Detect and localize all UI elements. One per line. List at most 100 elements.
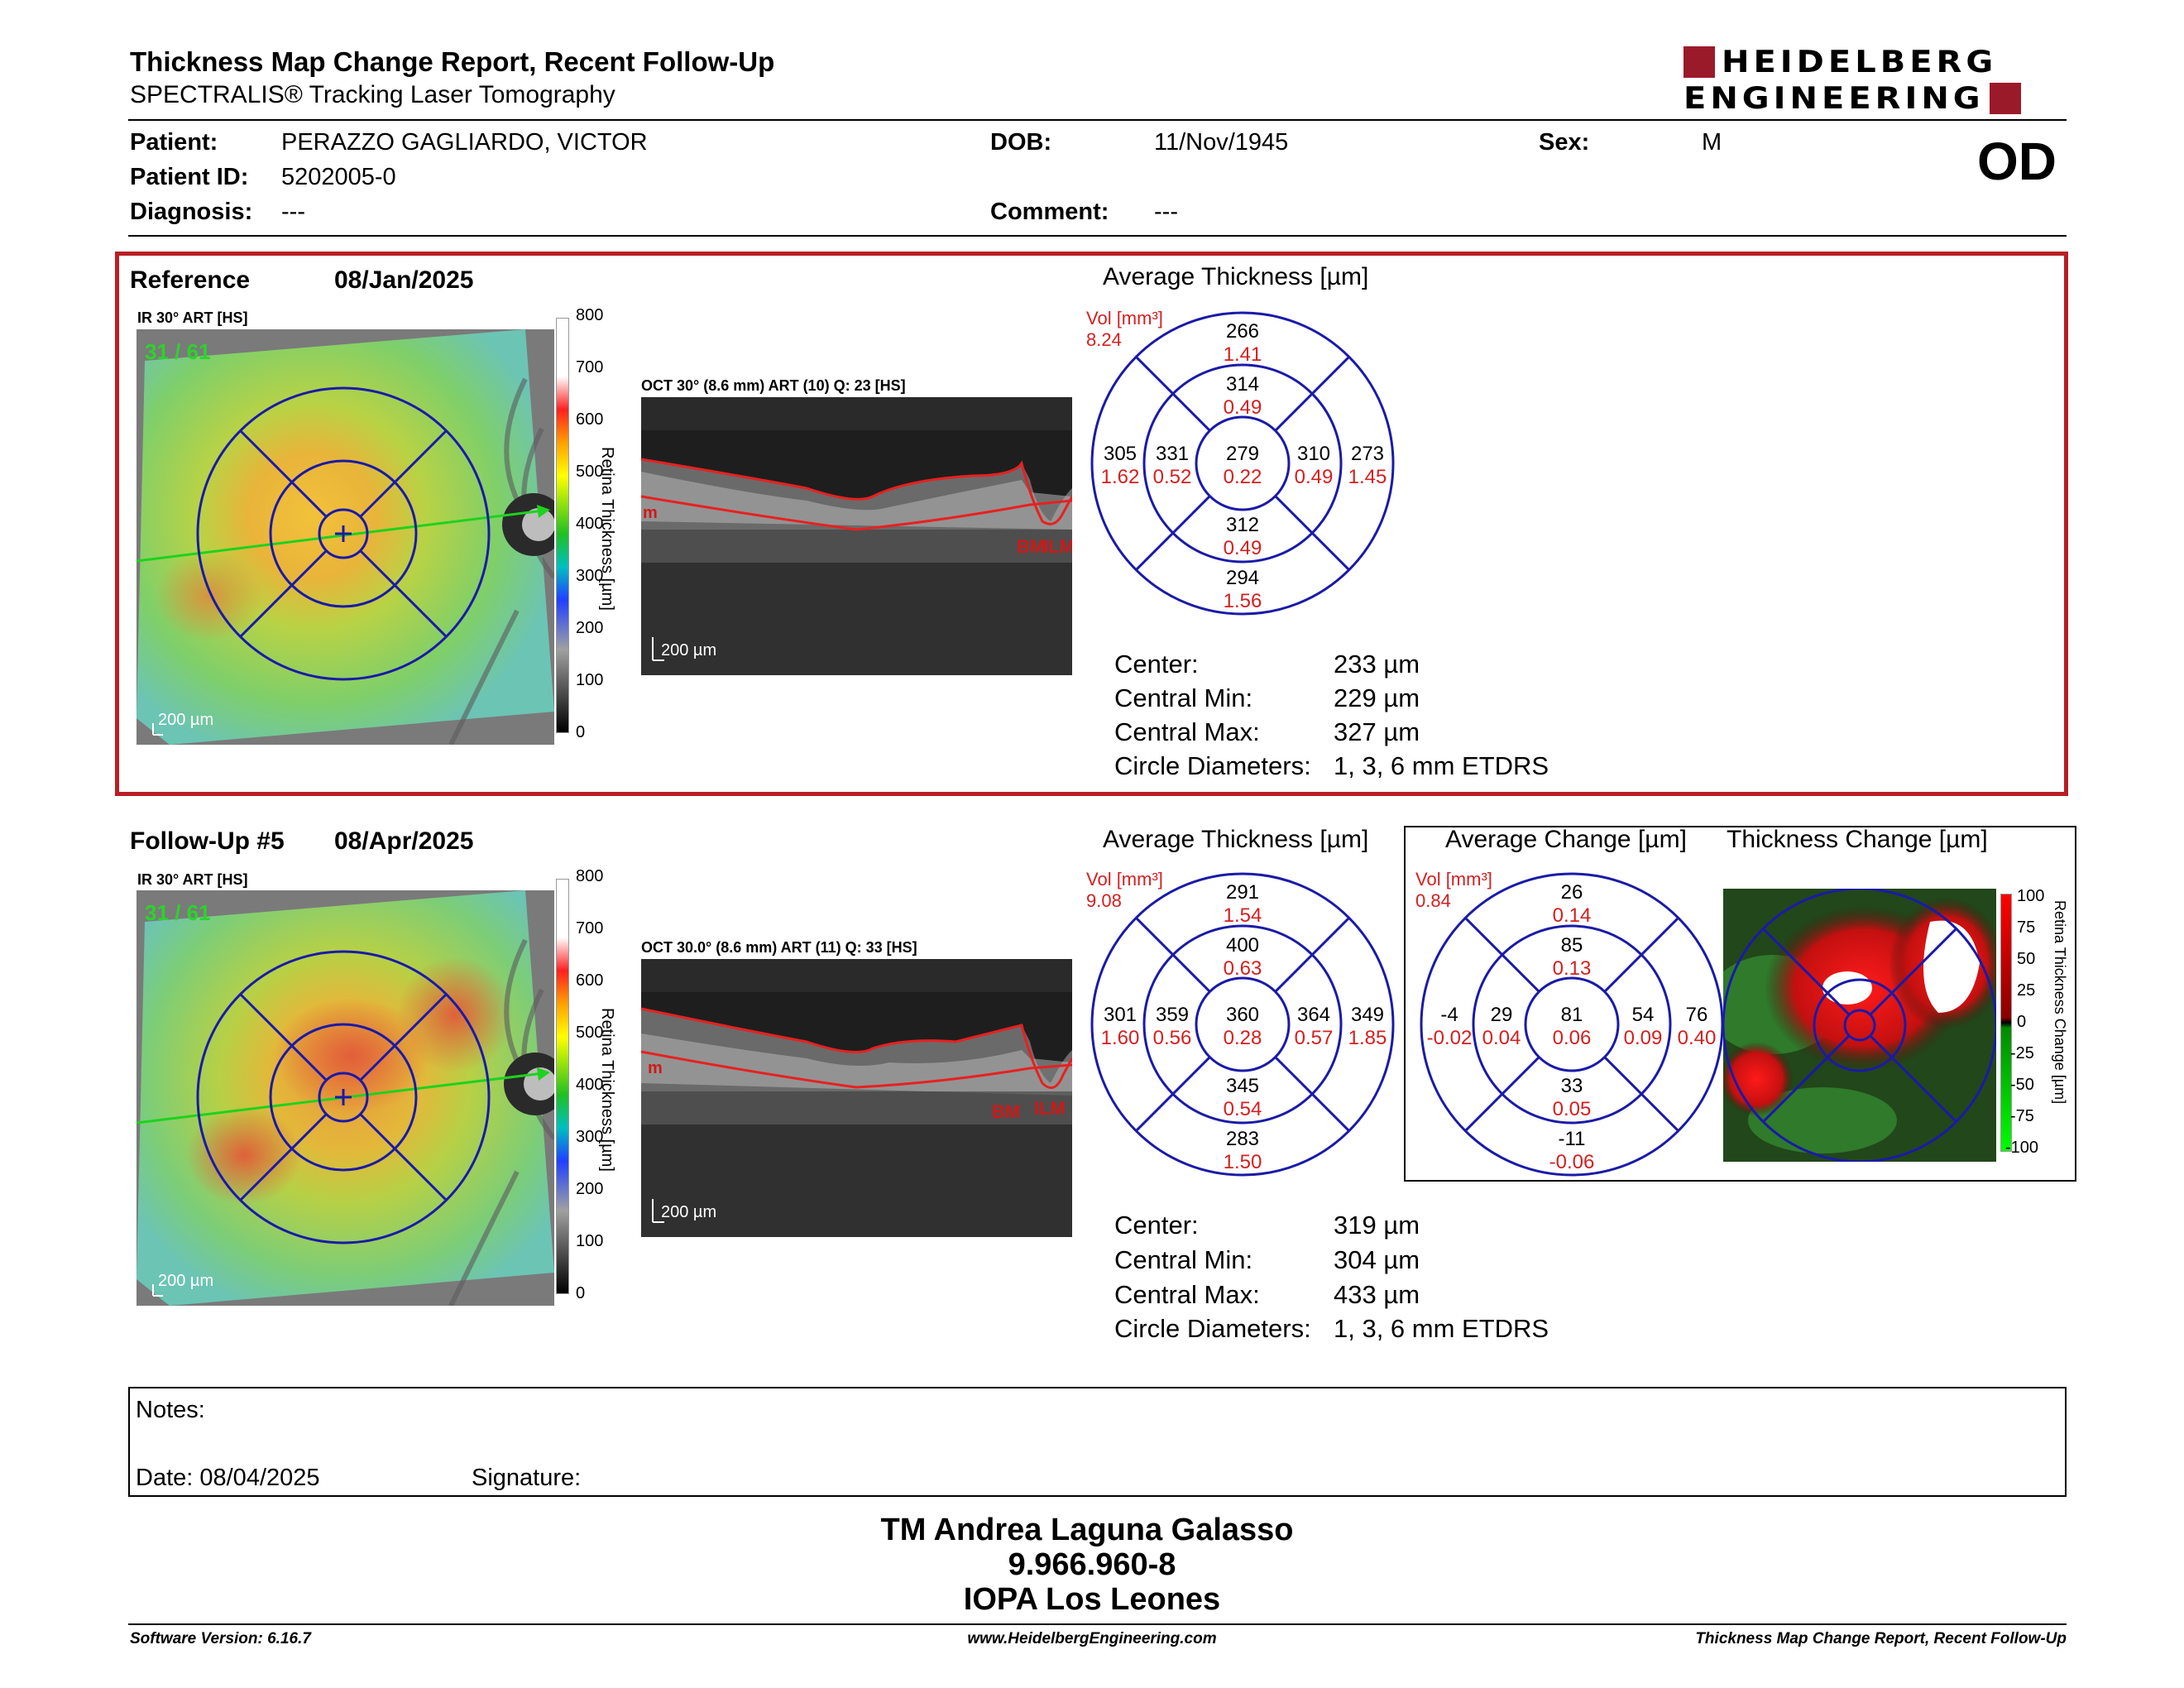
followup-oct-ilm: ILM xyxy=(1034,1098,1066,1119)
tick-label: -100 xyxy=(2005,1139,2039,1157)
followup-ir-counter: 31 / 61 xyxy=(145,900,211,925)
reference-stat-label: Central Min: xyxy=(1114,683,1253,712)
tick-label: 800 xyxy=(576,306,604,324)
tick-label: 75 xyxy=(2017,918,2036,937)
examiner-id: 9.966.960-8 xyxy=(1008,1547,1176,1582)
followup-scale-bar: 200 µm xyxy=(158,1272,213,1290)
dob-label: DOB: xyxy=(990,129,1052,156)
tick-label: 400 xyxy=(576,515,604,533)
etdrs-outer-inf-value: 283 xyxy=(1226,1128,1259,1150)
reference-frame xyxy=(115,252,2068,796)
etdrs-inner-left-value: 331 xyxy=(1156,443,1189,465)
tick-label: 100 xyxy=(576,671,604,689)
tick-label: 600 xyxy=(576,410,604,429)
etdrs-outer-left-value: 305 xyxy=(1104,443,1137,465)
etdrs-center-value: 360 xyxy=(1226,1004,1259,1026)
etdrs-outer-right-vol: 1.45 xyxy=(1348,466,1387,488)
tick-label: -25 xyxy=(2010,1044,2034,1062)
reference-color-scale xyxy=(556,318,569,733)
reference-vol-label: Vol [mm³] xyxy=(1086,308,1163,328)
followup-stat-value: 1, 3, 6 mm ETDRS xyxy=(1334,1314,1549,1343)
followup-stat-label: Central Min: xyxy=(1114,1245,1253,1274)
followup-vol-label: Vol [mm³] xyxy=(1086,869,1163,890)
etdrs-inner-right-value: 54 xyxy=(1632,1004,1655,1026)
software-version: Software Version: 6.16.7 xyxy=(130,1630,311,1647)
website-link[interactable]: www.HeidelbergEngineering.com xyxy=(967,1630,1217,1647)
etdrs-outer-sup-value: 291 xyxy=(1226,881,1259,904)
eye-indicator: OD xyxy=(1977,132,2057,191)
reference-scale-label: Retina Thickness [µm] xyxy=(598,447,616,611)
examiner-name: TM Andrea Laguna Galasso xyxy=(880,1513,1294,1547)
followup-etdrs-grid: 360 0.28 400 0.63 345 0.54 359 0.56 364 … xyxy=(1090,872,1395,1177)
report-subtitle: SPECTRALIS® Tracking Laser Tomography xyxy=(130,81,615,108)
signature-label: Signature: xyxy=(472,1465,582,1491)
reference-oct-ilm: ILM xyxy=(1043,536,1072,557)
logo-line2: ENGINEERING xyxy=(1684,80,1985,117)
tick-label: 0 xyxy=(2017,1013,2027,1031)
etdrs-inner-right-value: 310 xyxy=(1297,443,1330,465)
etdrs-inner-sup-vol: 0.13 xyxy=(1553,957,1592,980)
etdrs-inner-left-vol: 0.56 xyxy=(1153,1027,1192,1049)
reference-oct-label: OCT 30° (8.6 mm) ART (10) Q: 23 [HS] xyxy=(641,377,906,394)
etdrs-center-value: 279 xyxy=(1226,443,1259,465)
etdrs-inner-sup-vol: 0.63 xyxy=(1224,957,1262,980)
notes-box[interactable] xyxy=(128,1387,2067,1497)
change-color-scale xyxy=(2000,894,2012,1152)
etdrs-outer-right-vol: 1.85 xyxy=(1348,1027,1387,1049)
tick-label: 400 xyxy=(576,1076,604,1094)
reference-vol-total: 8.24 xyxy=(1086,329,1122,350)
reference-ir-label: IR 30° ART [HS] xyxy=(137,309,248,326)
notes-date: Date: 08/04/2025 xyxy=(136,1465,320,1491)
followup-stat-label: Circle Diameters: xyxy=(1114,1314,1311,1343)
followup-label: Follow-Up #5 xyxy=(130,827,285,855)
followup-color-scale xyxy=(556,879,569,1294)
etdrs-outer-right-value: 76 xyxy=(1686,1004,1708,1026)
etdrs-outer-inf-vol: 1.56 xyxy=(1224,590,1262,612)
tick-label: 0 xyxy=(576,1284,586,1302)
reference-stat-value: 1, 3, 6 mm ETDRS xyxy=(1334,751,1549,780)
patient-label: Patient: xyxy=(130,129,218,156)
comment-value: --- xyxy=(1154,199,1178,225)
logo-square-icon xyxy=(1989,83,2021,114)
reference-stat-label: Center: xyxy=(1114,650,1199,679)
diagnosis-label: Diagnosis: xyxy=(130,199,253,225)
reference-oct-scale: 200 µm xyxy=(661,641,716,659)
reference-thickness-map: 31 / 61 200 µm xyxy=(136,329,554,745)
etdrs-center-vol: 0.28 xyxy=(1224,1027,1262,1049)
tick-label: -50 xyxy=(2010,1076,2034,1094)
etdrs-center-vol: 0.06 xyxy=(1553,1027,1592,1049)
tick-label: 700 xyxy=(576,358,604,376)
header-divider xyxy=(128,119,2067,121)
tick-label: 300 xyxy=(576,1128,604,1146)
tick-label: 600 xyxy=(576,971,604,990)
reference-label: Reference xyxy=(130,266,251,294)
logo-line1: HEIDELBERG xyxy=(1722,44,1998,80)
reference-oct-bm: BM xyxy=(1017,536,1045,557)
etdrs-inner-right-vol: 0.49 xyxy=(1295,466,1334,488)
institution-name: IOPA Los Leones xyxy=(963,1582,1221,1617)
tick-label: -75 xyxy=(2010,1107,2034,1125)
reference-oct-left-mark: m xyxy=(643,504,658,522)
reference-etdrs-grid: 279 0.22 314 0.49 312 0.49 331 0.52 310 … xyxy=(1090,311,1395,616)
tick-label: 50 xyxy=(2017,950,2036,968)
etdrs-inner-right-vol: 0.09 xyxy=(1624,1027,1663,1049)
reference-date: 08/Jan/2025 xyxy=(334,266,474,294)
tick-label: 500 xyxy=(576,1024,604,1042)
footer-divider xyxy=(128,1623,2067,1625)
footer-report-name: Thickness Map Change Report, Recent Foll… xyxy=(1695,1630,2067,1647)
followup-oct-left-mark: m xyxy=(648,1059,663,1077)
etdrs-inner-left-vol: 0.04 xyxy=(1482,1027,1521,1049)
etdrs-inner-right-value: 364 xyxy=(1297,1004,1330,1026)
tick-label: 800 xyxy=(576,867,604,885)
followup-stat-label: Center: xyxy=(1114,1211,1199,1240)
reference-avg-title: Average Thickness [µm] xyxy=(1103,263,1369,290)
followup-stat-value: 319 µm xyxy=(1334,1211,1420,1240)
tick-label: 300 xyxy=(576,567,604,585)
tick-label: 700 xyxy=(576,919,604,938)
sex-label: Sex: xyxy=(1539,129,1590,156)
heidelberg-logo: HEIDELBERG ENGINEERING xyxy=(1684,46,2072,116)
change-etdrs-grid: 81 0.06 85 0.13 33 0.05 29 0.04 54 0.09 … xyxy=(1420,872,1724,1177)
etdrs-inner-left-vol: 0.52 xyxy=(1153,466,1192,488)
etdrs-inner-left-value: 359 xyxy=(1156,1004,1189,1026)
etdrs-inner-inf-value: 312 xyxy=(1226,514,1259,536)
